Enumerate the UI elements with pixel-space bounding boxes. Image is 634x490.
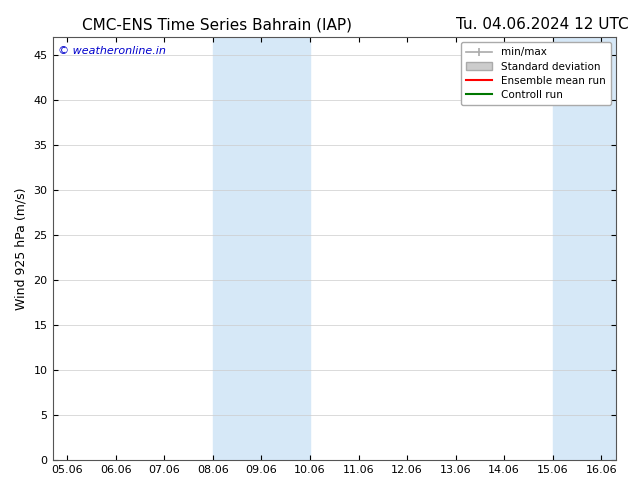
- Y-axis label: Wind 925 hPa (m/s): Wind 925 hPa (m/s): [15, 187, 28, 310]
- Text: © weatheronline.in: © weatheronline.in: [58, 46, 166, 55]
- Bar: [601, 37, 616, 460]
- Text: CMC-ENS Time Series Bahrain (IAP): CMC-ENS Time Series Bahrain (IAP): [82, 17, 353, 32]
- Legend: min/max, Standard deviation, Ensemble mean run, Controll run: min/max, Standard deviation, Ensemble me…: [461, 42, 611, 105]
- Text: Tu. 04.06.2024 12 UTC: Tu. 04.06.2024 12 UTC: [456, 17, 629, 32]
- Bar: [213, 37, 261, 460]
- Bar: [553, 37, 601, 460]
- Bar: [261, 37, 310, 460]
